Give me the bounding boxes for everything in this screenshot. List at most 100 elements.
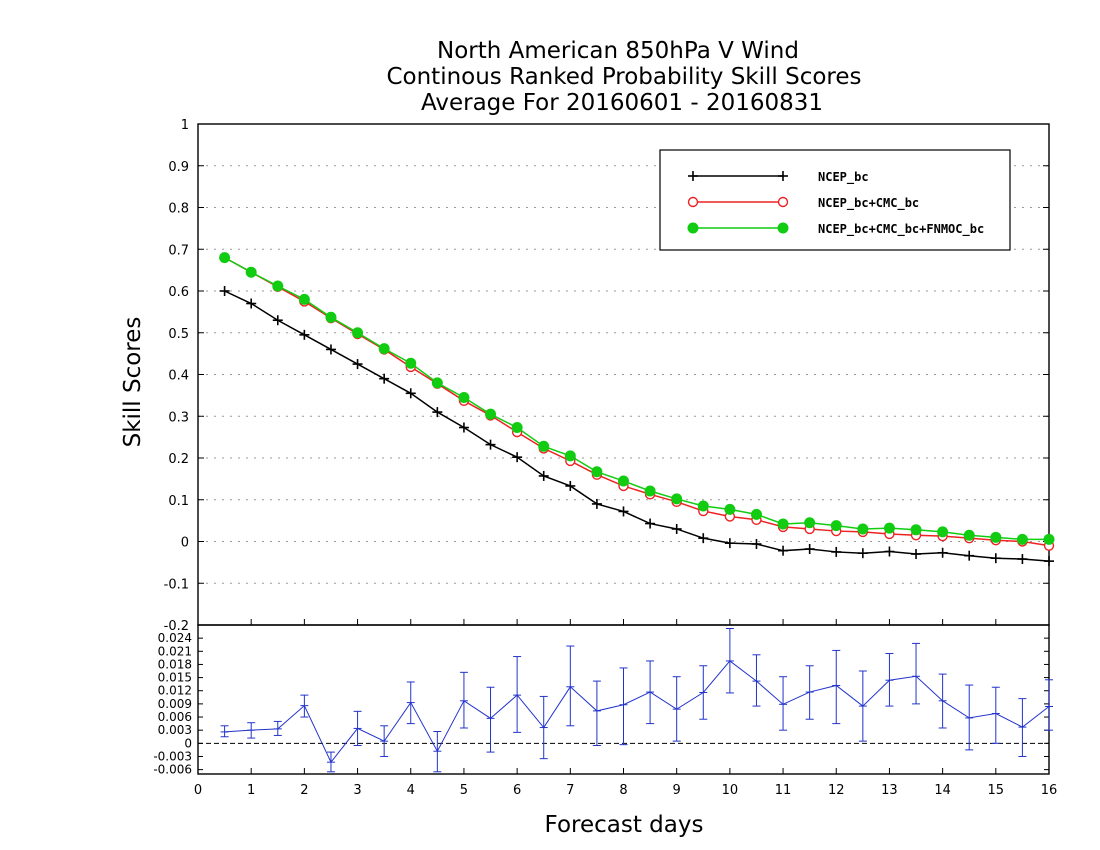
bottom-y-tick-label: 0.021 — [158, 644, 192, 658]
top-y-tick-label: 0.1 — [168, 494, 189, 509]
filled-circle-marker — [671, 493, 683, 505]
x-tick-label: 5 — [460, 783, 468, 798]
x-tick-label: 13 — [881, 783, 898, 798]
open-circle-marker — [777, 196, 789, 208]
legend-label: NCEP_bc+CMC_bc — [818, 196, 919, 211]
series-line — [224, 290, 1050, 562]
x-tick-label: 15 — [988, 783, 1005, 798]
bottom-y-tick-label: -0.006 — [153, 763, 192, 777]
filled-circle-marker — [687, 222, 699, 234]
error-bar — [459, 671, 468, 729]
bottom-y-tick-label: -0.003 — [153, 749, 192, 763]
series-line — [224, 256, 1049, 541]
top-y-tick-label: 0.4 — [168, 369, 189, 384]
top-y-tick-label: 0.5 — [168, 327, 189, 342]
filled-circle-marker — [538, 440, 550, 452]
filled-circle-marker — [325, 311, 337, 323]
error-bar — [752, 654, 761, 707]
top-y-tick-label: 0 — [181, 536, 189, 551]
legend-box — [659, 149, 1011, 251]
series-ncep-bc-cmc-bc-fnmoc-bc — [219, 252, 1055, 545]
filled-circle-marker — [937, 526, 949, 538]
top-y-tick-label: 0.6 — [168, 285, 189, 300]
error-bar — [779, 676, 788, 731]
filled-circle-marker — [1016, 533, 1028, 545]
filled-circle-marker — [245, 266, 257, 278]
top-y-tick-label: 0.8 — [168, 202, 189, 217]
x-tick-label: 4 — [407, 783, 415, 798]
error-bar — [912, 642, 921, 705]
bottom-panel: 0.0240.0210.0180.0150.0120.0090.0060.003… — [153, 624, 1053, 777]
x-tick-label: 9 — [673, 783, 681, 798]
bottom-y-tick-label: 0.024 — [158, 631, 192, 645]
x-tick-label: 7 — [566, 783, 574, 798]
filled-circle-marker — [352, 327, 364, 339]
bottom-y-tick-label: 0.003 — [158, 723, 192, 737]
x-tick-label: 16 — [1041, 783, 1058, 798]
bottom-y-tick-label: 0.015 — [158, 671, 192, 685]
chart-title-line-3: Average For 20160601 - 20160831 — [421, 90, 823, 116]
legend-label: NCEP_bc+CMC_bc+FNMOC_bc — [818, 222, 984, 237]
x-tick-label: 12 — [828, 783, 845, 798]
series-ncep-bc-cmc-bc — [219, 252, 1055, 551]
filled-circle-marker — [1043, 533, 1055, 545]
error-bar — [486, 686, 495, 753]
x-tick-label: 2 — [300, 783, 308, 798]
filled-circle-marker — [272, 280, 284, 292]
filled-circle-marker — [485, 408, 497, 420]
open-circle-marker — [687, 196, 699, 208]
filled-circle-marker — [644, 485, 656, 497]
x-axis-label: Forecast days — [545, 812, 704, 838]
filled-circle-marker — [405, 357, 417, 369]
error-bar — [832, 649, 841, 725]
top-y-tick-label: -0.1 — [164, 577, 189, 592]
filled-circle-marker — [591, 466, 603, 478]
series-line — [224, 256, 1050, 547]
filled-circle-marker — [777, 222, 789, 234]
error-bar — [566, 645, 575, 727]
x-tick-label: 14 — [934, 783, 951, 798]
x-axis: 0 1 2 3 4 5 6 7 8 9 10 11 12 13 14 15 16 — [194, 619, 1057, 798]
error-bar — [220, 725, 229, 738]
filled-circle-marker — [724, 503, 736, 515]
y-axis-label: Skill Scores — [120, 317, 146, 448]
filled-circle-marker — [804, 517, 816, 529]
x-tick-label: 8 — [619, 783, 627, 798]
x-tick-label: 0 — [194, 783, 202, 798]
top-y-tick-label: 1 — [181, 118, 189, 133]
difference-line — [224, 660, 1050, 764]
bottom-y-tick-label: 0.018 — [158, 657, 192, 671]
filled-circle-marker — [697, 500, 709, 512]
legend-label: NCEP_bc — [818, 170, 869, 185]
chart-title-line-1: North American 850hPa V Wind — [437, 38, 799, 64]
top-y-tick-label: 0.7 — [168, 243, 189, 258]
error-bar — [619, 667, 628, 746]
filled-circle-marker — [830, 520, 842, 532]
filled-circle-marker — [219, 252, 231, 264]
filled-circle-marker — [990, 531, 1002, 543]
bottom-y-tick-label: 0 — [184, 736, 192, 750]
x-tick-label: 11 — [775, 783, 792, 798]
filled-circle-marker — [883, 522, 895, 534]
x-tick-label: 6 — [513, 783, 521, 798]
filled-circle-marker — [378, 343, 390, 355]
error-bar — [991, 686, 1000, 744]
x-tick-label: 1 — [247, 783, 255, 798]
error-bar — [1045, 679, 1053, 731]
filled-circle-marker — [750, 508, 762, 520]
x-tick-label: 3 — [353, 783, 361, 798]
legend: NCEP_bc NCEP_bc+CMC_bc NCEP_bc+CMC_bc+FNMO… — [659, 149, 1011, 251]
filled-circle-marker — [857, 523, 869, 535]
filled-circle-marker — [458, 391, 470, 403]
error-bar — [592, 680, 601, 747]
bottom-y-tick-label: 0.009 — [158, 697, 192, 711]
filled-circle-marker — [511, 422, 523, 434]
filled-circle-marker — [963, 529, 975, 541]
chart-title-line-2: Continous Ranked Probability Skill Score… — [386, 64, 861, 90]
series-ncep-bc — [219, 286, 1054, 567]
top-y-tick-label: 0.3 — [168, 410, 189, 425]
chart-title: North American 850hPa V Wind Continous R… — [386, 38, 861, 116]
bottom-y-tick-label: 0.006 — [158, 710, 192, 724]
top-y-tick-label: 0.9 — [168, 160, 189, 175]
